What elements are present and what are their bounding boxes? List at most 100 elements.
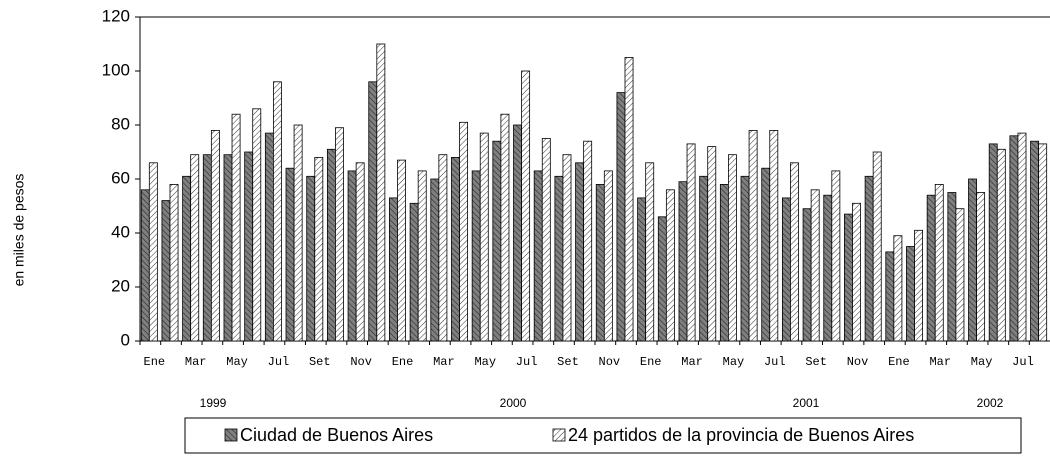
bar	[603, 170, 613, 342]
bar	[893, 235, 903, 342]
bar	[140, 189, 150, 342]
bar	[988, 143, 998, 342]
bar	[293, 124, 303, 342]
bar	[252, 108, 262, 342]
bar	[872, 151, 882, 342]
bar	[190, 154, 200, 342]
x-tick-label: May	[226, 355, 248, 369]
bar	[272, 81, 282, 342]
bar	[438, 154, 448, 342]
bar	[810, 189, 820, 342]
y-tick-label: 40	[111, 222, 130, 241]
y-tick-label: 0	[121, 330, 130, 349]
bar	[583, 140, 593, 342]
bar	[223, 154, 233, 342]
bar	[285, 167, 295, 342]
bar	[306, 175, 316, 342]
x-tick-label: Mar	[929, 355, 951, 369]
y-tick-label: 100	[102, 60, 130, 79]
x-tick-label: Mar	[433, 355, 455, 369]
x-tick-label: Set	[309, 355, 331, 369]
bar	[202, 154, 212, 342]
bar	[707, 146, 717, 342]
bar	[906, 246, 915, 342]
bar	[513, 124, 522, 342]
bar	[492, 140, 502, 342]
bar	[1030, 140, 1040, 342]
x-tick-label: Nov	[599, 355, 621, 369]
bar	[699, 175, 709, 342]
bar	[665, 189, 675, 342]
bar	[926, 194, 936, 342]
x-tick-label: Nov	[847, 355, 869, 369]
bar	[616, 92, 626, 342]
bar	[727, 154, 737, 342]
x-tick-label: Ene	[888, 355, 910, 369]
x-tick-label: Set	[805, 355, 827, 369]
x-tick-label: Nov	[350, 355, 372, 369]
bar	[947, 192, 957, 342]
x-tick-label: Jul	[268, 355, 290, 369]
legend-swatch	[552, 428, 566, 442]
bar	[955, 208, 965, 342]
legend-box	[184, 417, 1022, 454]
bar	[719, 183, 729, 342]
bar	[831, 170, 841, 342]
x-tick-label: Mar	[681, 355, 703, 369]
x-tick-label: May	[971, 355, 993, 369]
x-tick-label: Ene	[640, 355, 662, 369]
bar	[355, 162, 365, 342]
bar	[326, 148, 336, 342]
bar	[389, 197, 398, 342]
y-tick-label: 60	[111, 168, 130, 187]
bar	[347, 170, 357, 342]
y-tick-label: 120	[102, 6, 130, 25]
bar	[409, 202, 419, 342]
x-tick-label: Mar	[185, 355, 207, 369]
bar	[148, 162, 158, 342]
bar	[554, 175, 564, 342]
year-label: 1999	[200, 396, 227, 410]
bar	[182, 175, 192, 342]
bar	[575, 162, 585, 342]
bar	[459, 121, 468, 342]
bar	[657, 216, 667, 342]
bar	[210, 129, 220, 342]
bar	[1009, 135, 1019, 342]
bar	[376, 43, 386, 342]
x-tick-label: Jul	[1012, 355, 1034, 369]
bar	[1038, 143, 1048, 342]
bar	[500, 113, 510, 342]
bar	[996, 148, 1006, 342]
bar	[934, 183, 944, 342]
bar	[161, 200, 171, 342]
bar	[169, 183, 179, 342]
x-tick-label: May	[723, 355, 745, 369]
bar	[335, 127, 344, 342]
y-tick-label: 20	[111, 276, 130, 295]
legend-label: 24 partidos de la provincia de Buenos Ai…	[568, 425, 914, 445]
bar	[397, 159, 406, 342]
bar	[852, 202, 861, 342]
bar	[624, 57, 634, 342]
y-axis-label: en miles de pesos	[11, 174, 27, 287]
bar	[740, 175, 750, 342]
x-tick-label: Ene	[392, 355, 414, 369]
year-label: 2001	[793, 396, 820, 410]
year-label: 2000	[500, 396, 527, 410]
year-label: 2002	[977, 396, 1004, 410]
bar	[521, 70, 531, 342]
x-tick-label: Jul	[764, 355, 786, 369]
bar	[595, 183, 605, 342]
bar	[430, 178, 440, 342]
bar	[368, 81, 378, 342]
bar	[562, 154, 572, 342]
bar	[637, 197, 647, 342]
bar	[823, 194, 833, 342]
bar	[451, 156, 460, 342]
bar	[645, 162, 655, 342]
bar	[686, 143, 696, 342]
bar	[479, 132, 489, 342]
bar	[1017, 132, 1027, 342]
